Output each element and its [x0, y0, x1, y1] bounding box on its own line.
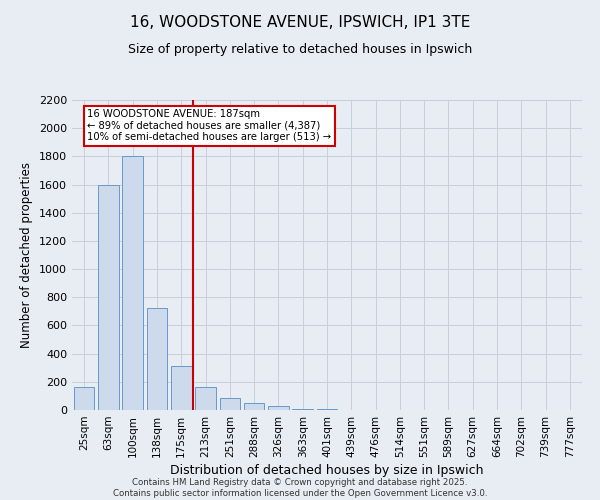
Bar	[220, 398, 240, 410]
Bar	[195, 388, 216, 410]
Text: Size of property relative to detached houses in Ipswich: Size of property relative to detached ho…	[128, 42, 472, 56]
Text: 16, WOODSTONE AVENUE, IPSWICH, IP1 3TE: 16, WOODSTONE AVENUE, IPSWICH, IP1 3TE	[130, 15, 470, 30]
Bar	[171, 366, 191, 410]
Y-axis label: Number of detached properties: Number of detached properties	[20, 162, 34, 348]
Bar	[146, 308, 167, 410]
Bar	[122, 156, 143, 410]
Bar	[292, 408, 313, 410]
Text: 16 WOODSTONE AVENUE: 187sqm
← 89% of detached houses are smaller (4,387)
10% of : 16 WOODSTONE AVENUE: 187sqm ← 89% of det…	[88, 110, 331, 142]
Bar	[244, 403, 265, 410]
Text: Contains HM Land Registry data © Crown copyright and database right 2025.
Contai: Contains HM Land Registry data © Crown c…	[113, 478, 487, 498]
X-axis label: Distribution of detached houses by size in Ipswich: Distribution of detached houses by size …	[170, 464, 484, 477]
Bar	[98, 184, 119, 410]
Bar	[268, 406, 289, 410]
Bar	[74, 388, 94, 410]
